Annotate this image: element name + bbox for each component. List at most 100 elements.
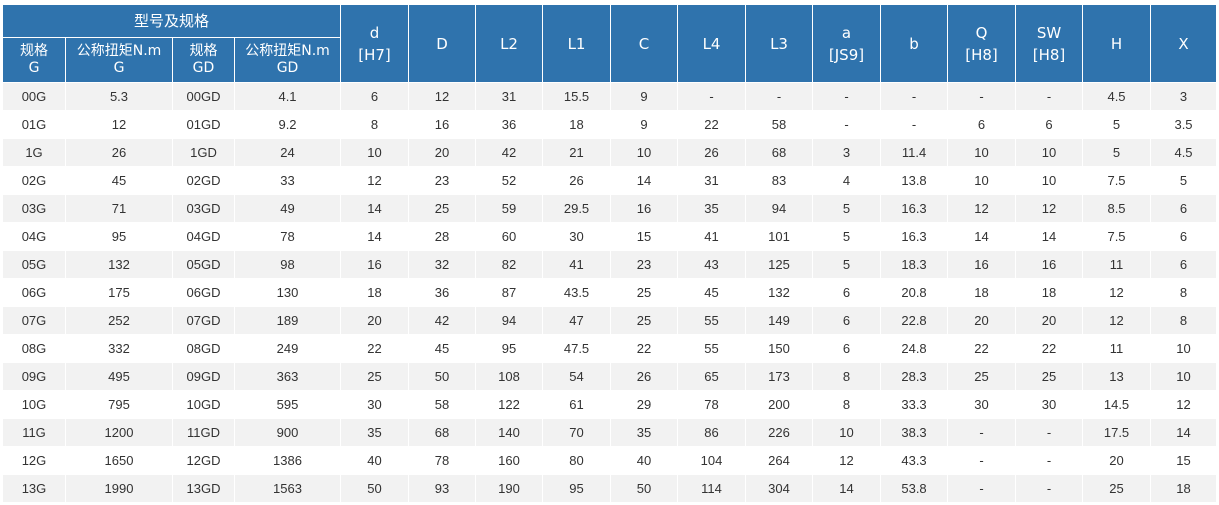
table-cell: 40	[610, 446, 679, 475]
table-cell: 16.3	[880, 222, 949, 251]
table-cell: 5	[812, 194, 882, 223]
table-cell: -	[1015, 446, 1084, 475]
table-header: 型号及规格 d [H7] D L2 L1 C L4 L3 a [JS9] b Q [H…	[1, 4, 1218, 83]
table-cell: 20	[408, 138, 477, 167]
table-cell: 93	[408, 474, 477, 503]
table-cell: 900	[233, 418, 342, 447]
table-cell: 78	[233, 222, 342, 251]
table-cell: 6	[340, 82, 410, 111]
table-cell: 11GD	[172, 418, 235, 447]
table-cell: 50	[408, 362, 477, 391]
table-cell: 12	[812, 446, 882, 475]
table-cell: 10GD	[172, 390, 235, 419]
table-cell: 6	[812, 278, 882, 307]
table-cell: -	[812, 82, 882, 111]
table-cell: 10	[812, 418, 882, 447]
table-cell: 3	[1150, 82, 1218, 111]
table-cell: 4.5	[1082, 82, 1152, 111]
table-cell: 10	[1150, 362, 1218, 391]
table-cell: 190	[475, 474, 544, 503]
table-cell: 9	[610, 110, 679, 139]
table-cell: 25	[408, 194, 477, 223]
table-cell: 41	[677, 222, 747, 251]
table-cell: 8.5	[1082, 194, 1152, 223]
table-cell: 14	[340, 222, 410, 251]
table-cell: -	[1015, 82, 1084, 111]
table-cell: 24	[233, 138, 342, 167]
table-cell: 10	[1015, 138, 1084, 167]
table-cell: 795	[65, 390, 173, 419]
table-cell: 78	[408, 446, 477, 475]
table-cell: 00G	[2, 82, 66, 111]
table-cell: 35	[610, 418, 679, 447]
table-cell: 304	[745, 474, 814, 503]
table-cell: 4.1	[233, 82, 342, 111]
col-header-L3: L3	[745, 4, 814, 83]
col-header-SW: SW [H8]	[1015, 4, 1084, 83]
table-cell: 47	[542, 306, 612, 335]
table-cell: -	[880, 82, 949, 111]
table-cell: 36	[408, 278, 477, 307]
table-cell: 95	[65, 222, 173, 251]
table-cell: 26	[610, 362, 679, 391]
table-cell: 29.5	[542, 194, 612, 223]
table-cell: 52	[475, 166, 544, 195]
table-cell: 149	[745, 306, 814, 335]
table-row: 12G 1650 12GD 1386 40 78 160 80 40 104 264 12 43.3- -…	[2, 446, 1218, 475]
table-cell: 4.5	[1150, 138, 1218, 167]
table-cell: 14	[812, 474, 882, 503]
table-row: 10G 795 10GD 595 30 58 122 61 29 78 200 8 33.3 30 30 14…	[2, 390, 1218, 419]
table-body: 00G 5.3 00GD 4.1 6 12 31 15.5 9- - - - - -4.5 3 01G 12 01…	[2, 82, 1218, 503]
table-cell: 26	[65, 138, 173, 167]
table-cell: 11G	[2, 418, 66, 447]
table-cell: 13	[1082, 362, 1152, 391]
col-header-b: b	[880, 4, 949, 83]
table-cell: 8	[812, 390, 882, 419]
table-cell: 11.4	[880, 138, 949, 167]
table-cell: 23	[408, 166, 477, 195]
table-cell: 09G	[2, 362, 66, 391]
table-cell: 9	[610, 82, 679, 111]
table-cell: 08GD	[172, 334, 235, 363]
col-header-D: D	[408, 4, 477, 83]
table-cell: 12	[340, 166, 410, 195]
col-header-X: X	[1150, 4, 1218, 83]
table-cell: 140	[475, 418, 544, 447]
table-cell: 332	[65, 334, 173, 363]
table-cell: 15	[1150, 446, 1218, 475]
table-cell: -	[745, 82, 814, 111]
table-cell: 16.3	[880, 194, 949, 223]
col-header-spec-gd: 规格 GD	[172, 37, 235, 83]
table-cell: 14	[1150, 418, 1218, 447]
table-cell: 249	[233, 334, 342, 363]
table-cell: 30	[340, 390, 410, 419]
table-cell: 6	[812, 306, 882, 335]
table-cell: 10	[1015, 166, 1084, 195]
col-header-spec-g: 规格 G	[2, 37, 66, 83]
table-cell: 5	[812, 250, 882, 279]
table-cell: 98	[233, 250, 342, 279]
table-row: 01G 12 01GD 9.2 8 16 36 18 9 22 58- -6 6 5 3.5	[2, 110, 1218, 139]
table-cell: 175	[65, 278, 173, 307]
table-cell: 18.3	[880, 250, 949, 279]
table-row: 05G 132 05GD 98 16 32 82 41 23 43 125 5 18.3 16 16 11 6	[2, 250, 1218, 279]
table-cell: 45	[677, 278, 747, 307]
table-cell: 03G	[2, 194, 66, 223]
col-header-C: C	[610, 4, 679, 83]
table-cell: 14	[947, 222, 1017, 251]
table-cell: 16	[1015, 250, 1084, 279]
table-cell: 20.8	[880, 278, 949, 307]
table-cell: 252	[65, 306, 173, 335]
table-row: 00G 5.3 00GD 4.1 6 12 31 15.5 9- - - - - -4.5 3	[2, 82, 1218, 111]
table-cell: 87	[475, 278, 544, 307]
table-cell: 01G	[2, 110, 66, 139]
table-cell: 50	[340, 474, 410, 503]
table-cell: 45	[65, 166, 173, 195]
table-cell: 14	[1015, 222, 1084, 251]
table-cell: 14.5	[1082, 390, 1152, 419]
table-cell: 18	[1015, 278, 1084, 307]
table-cell: 8	[340, 110, 410, 139]
table-cell: 3	[812, 138, 882, 167]
table-cell: 132	[745, 278, 814, 307]
table-cell: 94	[745, 194, 814, 223]
